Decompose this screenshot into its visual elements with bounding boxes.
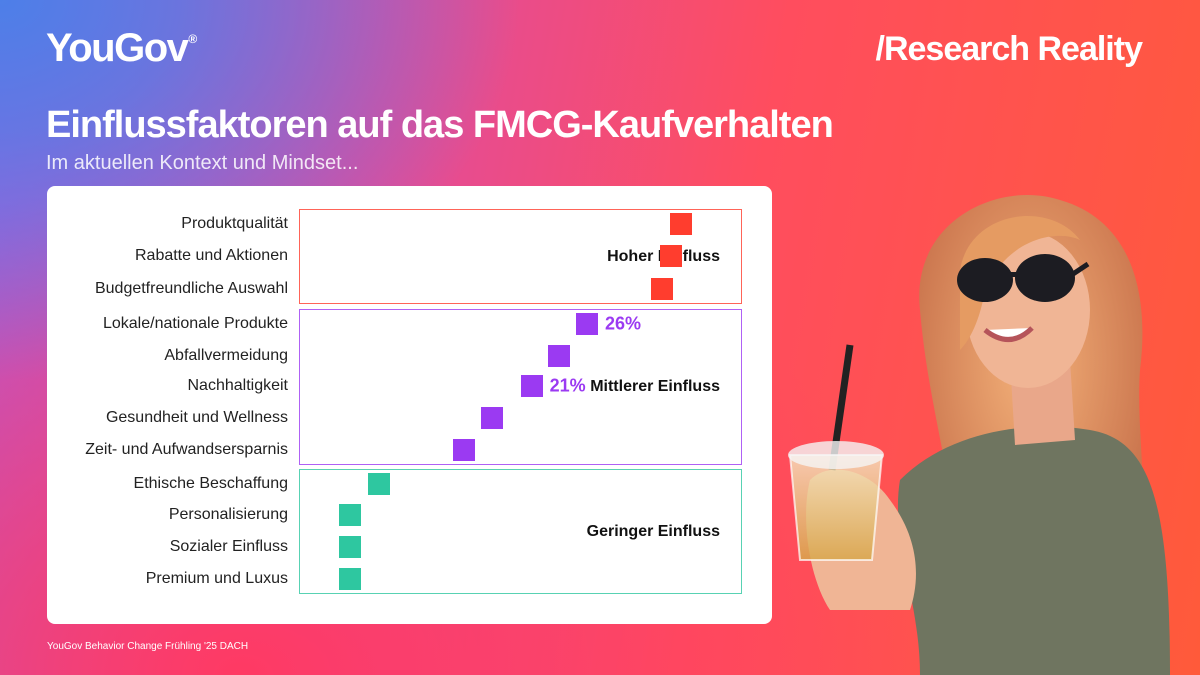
data-marker [575, 313, 598, 335]
data-marker [338, 504, 361, 526]
chart-card: Hoher Einfluss Mittlerer Einfluss Geringer… [47, 186, 772, 624]
page-subtitle: Im aktuellen Kontext und Mindset... [46, 152, 359, 174]
data-marker [338, 536, 361, 558]
data-marker [520, 375, 543, 397]
category-label: Budgetfreundliche Auswahl [94, 280, 288, 297]
category-label: Ethische Beschaffung [133, 475, 288, 492]
category-label: Zeit- und Aufwandsersparnis [85, 441, 288, 458]
category-label: Abfallvermeidung [164, 347, 288, 364]
woman-with-drink-photo [788, 194, 1170, 675]
category-label: Nachhaltigkeit [187, 377, 289, 394]
group-label: Mittlerer Einfluss [590, 378, 720, 395]
data-marker [480, 407, 503, 429]
category-label: Rabatte und Aktionen [134, 247, 288, 264]
category-label: Personalisierung [168, 506, 288, 523]
group-box-hoher [299, 209, 742, 304]
group-label: Geringer Einfluss [586, 522, 720, 540]
data-marker [338, 568, 361, 590]
group-box-mittlerer [299, 309, 742, 465]
category-label: Produktqualität [181, 215, 288, 232]
category-label: Lokale/nationale Produkte [102, 315, 288, 332]
yougov-logo: YouGov® [46, 26, 197, 71]
data-marker [367, 473, 390, 495]
data-marker [670, 213, 693, 235]
data-value-label: 26% [604, 313, 641, 334]
page-title: Einflussfaktoren auf das FMCG-Kaufverhal… [46, 104, 834, 146]
data-marker [453, 439, 476, 461]
source-note: YouGov Behavior Change Frühling '25 DACH [47, 641, 249, 652]
research-reality-tagline: /Research Reality [875, 30, 1143, 68]
data-value-label: 21% [549, 375, 586, 396]
data-marker [660, 245, 683, 267]
registered-mark: ® [188, 32, 197, 46]
logo-text: YouGov [46, 26, 189, 70]
category-label: Gesundheit und Wellness [105, 409, 288, 426]
category-label: Premium und Luxus [145, 570, 288, 587]
category-label: Sozialer Einfluss [169, 538, 288, 555]
group-box-geringer [299, 469, 742, 594]
data-marker [548, 345, 571, 367]
data-marker [651, 278, 674, 300]
